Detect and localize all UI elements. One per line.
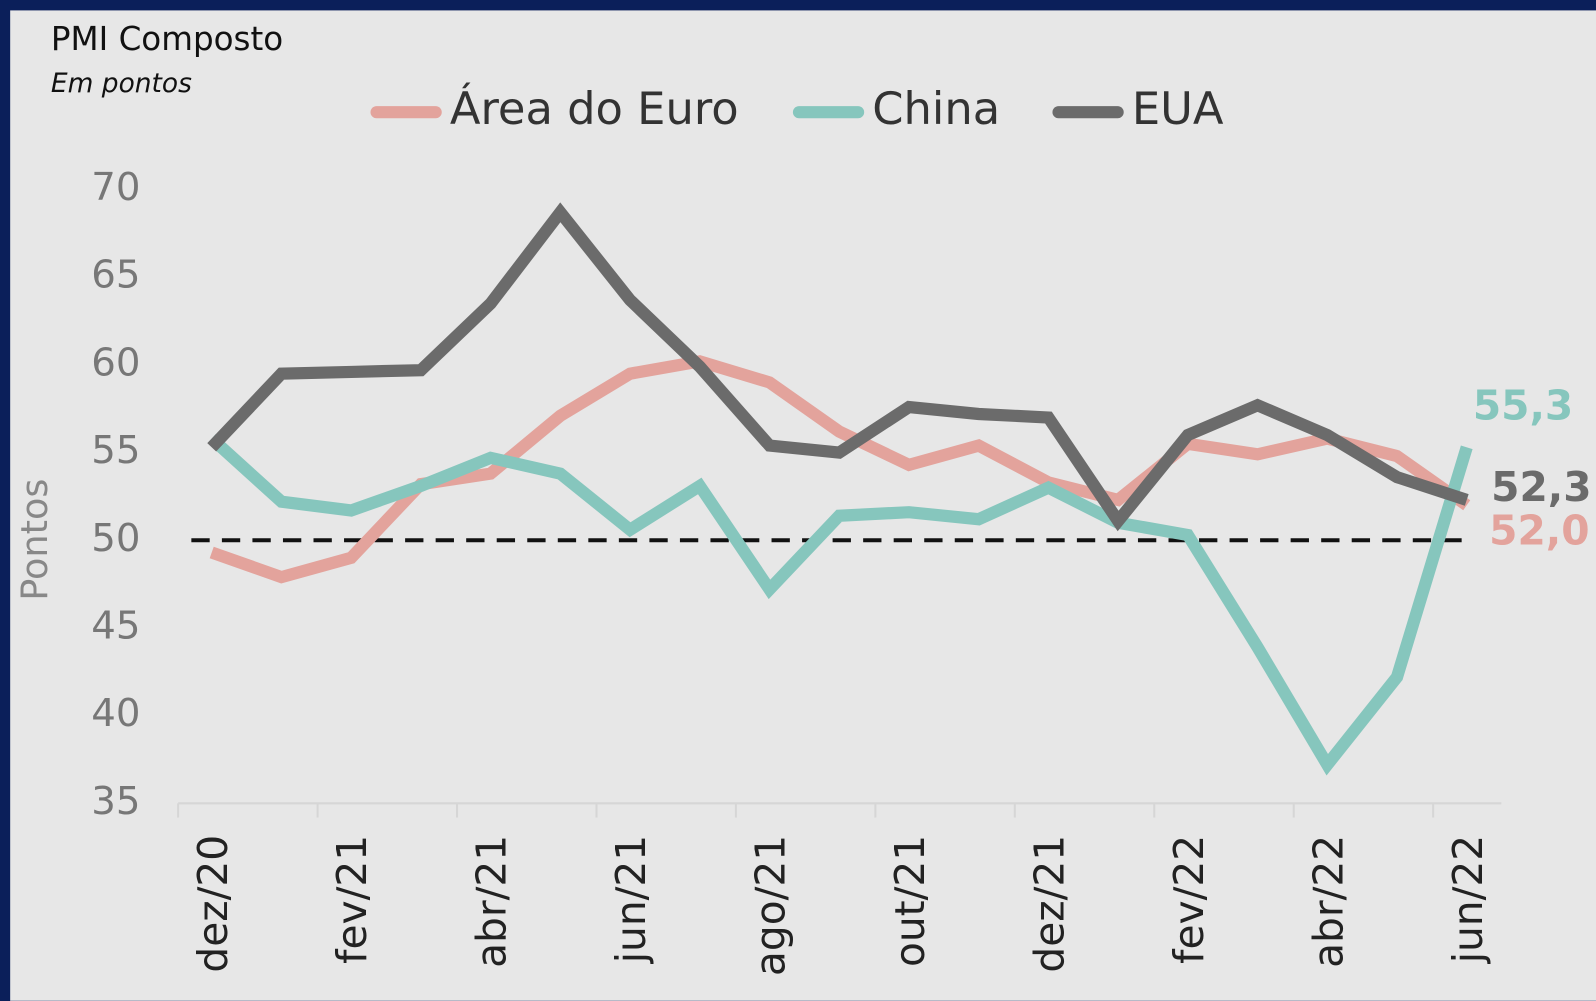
legend-label: China [872,82,1000,135]
y-tick-label: 50 [91,516,140,561]
y-tick-label: 65 [91,253,140,298]
y-tick-label: 55 [91,428,140,473]
x-tick-label: jun/21 [607,835,655,964]
series-line [207,202,1469,532]
y-tick-label: 40 [91,691,140,736]
chart-panel [10,10,1596,1001]
x-tick-label: ago/21 [747,835,795,976]
series-line [207,434,1473,776]
x-tick-label: out/21 [886,835,934,967]
x-tick-label: dez/21 [1025,835,1073,973]
end-value-label: 55,3 [1473,382,1573,430]
legend-label: Área do Euro [450,82,739,135]
x-tick-label: jun/22 [1444,835,1492,964]
chart-title: PMI Composto [51,20,283,58]
y-tick-label: 35 [91,779,140,824]
y-tick-label: 70 [91,165,140,210]
x-tick-label: dez/20 [189,835,237,973]
y-axis-label: Pontos [13,479,56,601]
x-tick-label: fev/21 [328,835,376,964]
end-value-label: 52,0 [1489,507,1589,555]
x-tick-label: abr/22 [1304,835,1352,968]
y-tick-label: 45 [91,603,140,648]
x-tick-label: fev/22 [1165,835,1213,964]
end-value-label: 52,3 [1491,463,1591,511]
chart-subtitle: Em pontos [51,68,192,99]
y-tick-label: 60 [91,340,140,385]
x-tick-label: abr/21 [468,835,516,968]
legend-label: EUA [1132,82,1224,135]
